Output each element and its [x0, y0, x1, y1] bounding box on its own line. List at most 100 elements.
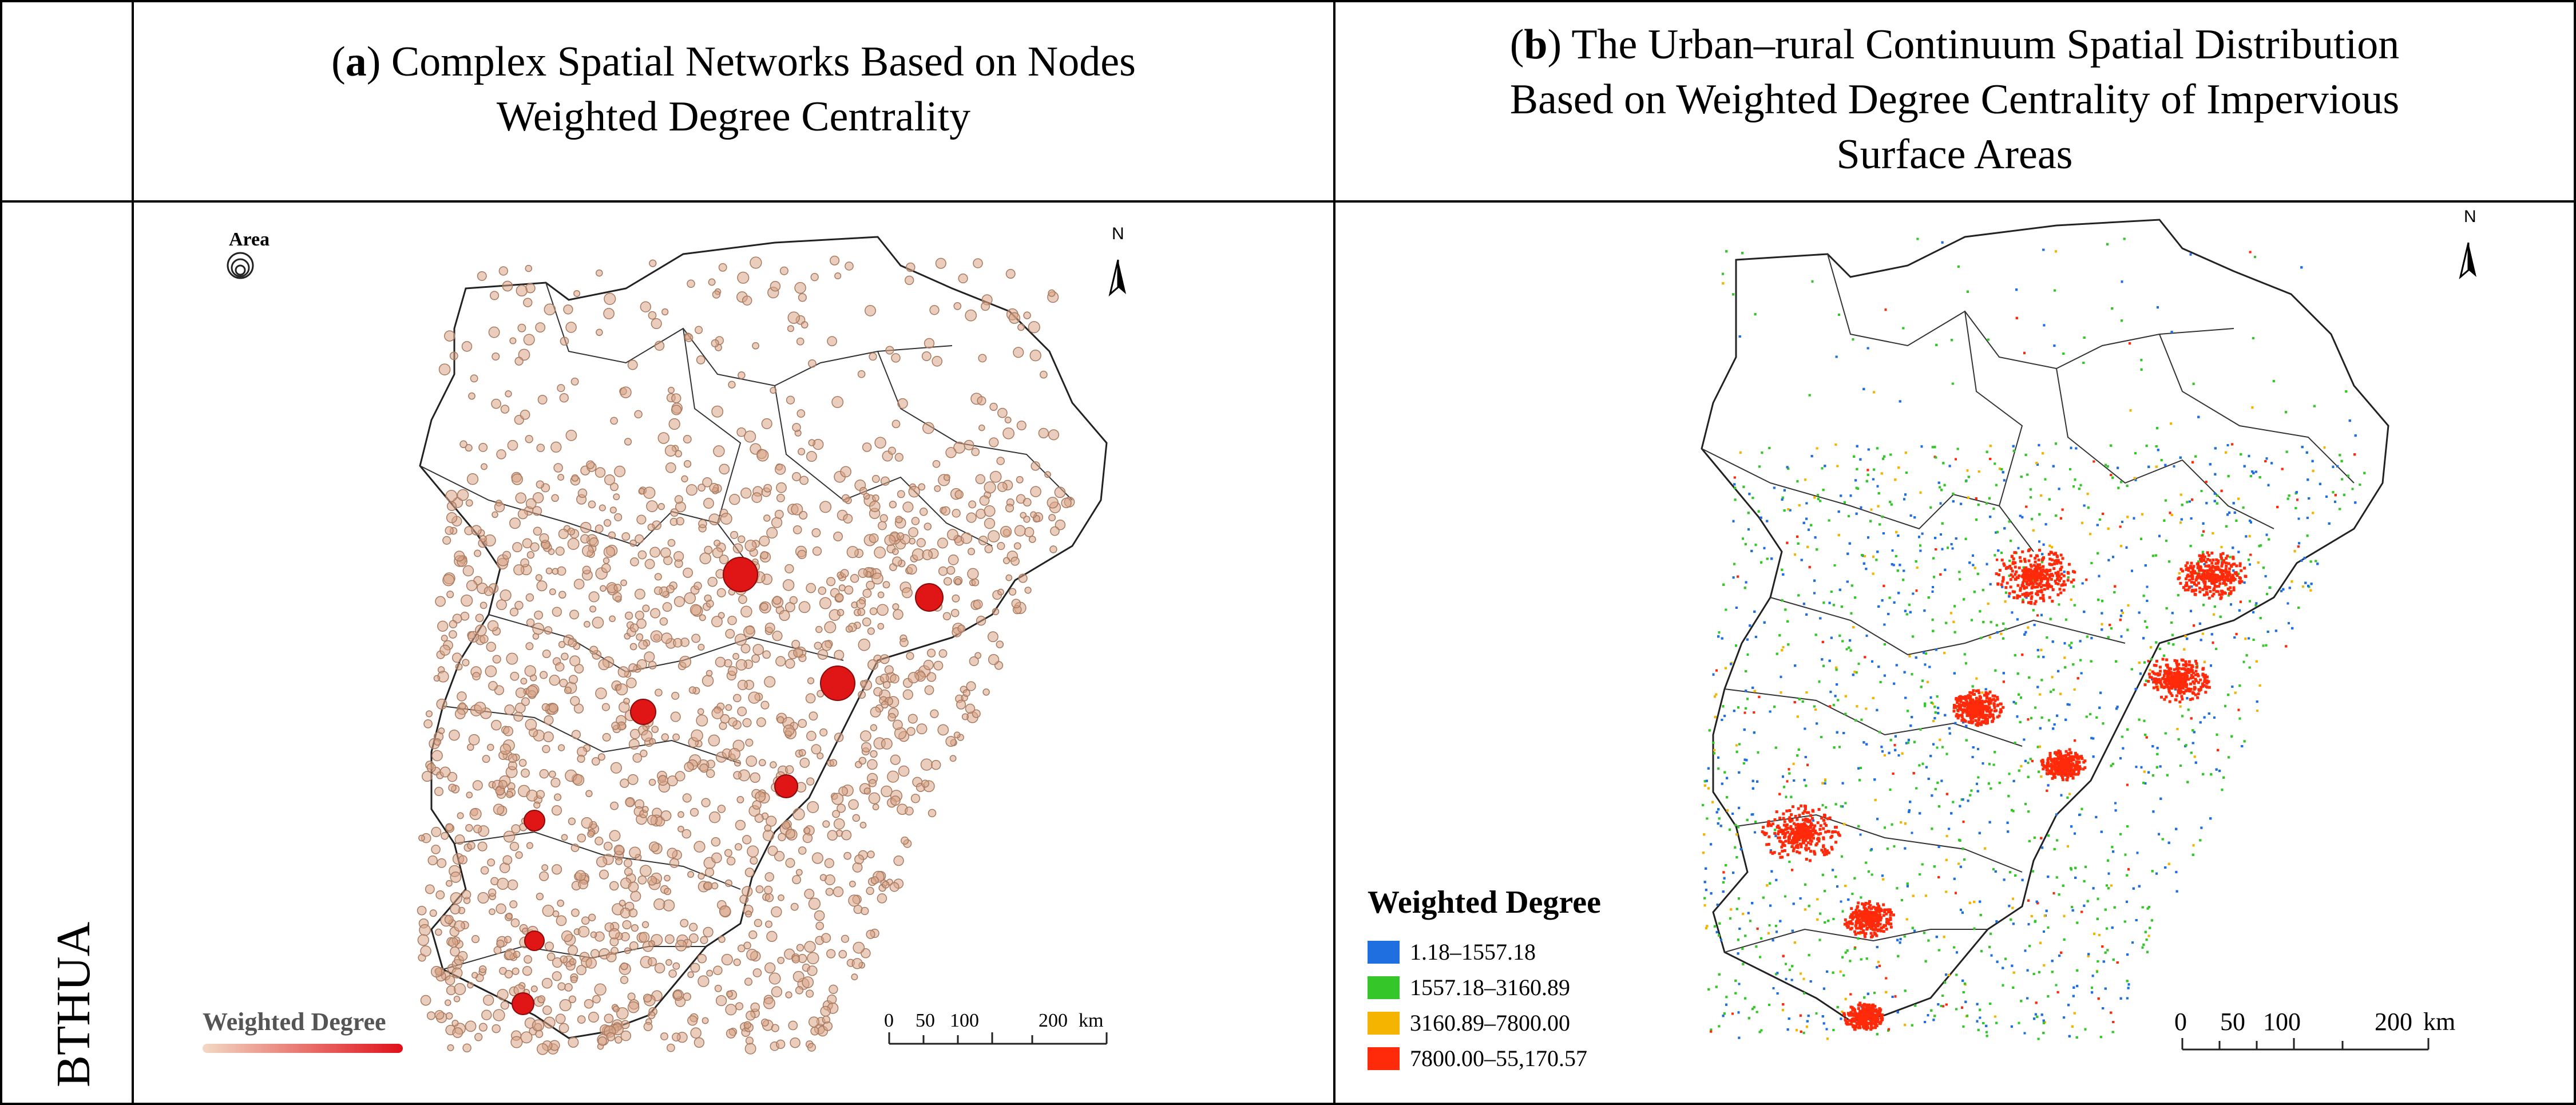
network-node [548, 548, 555, 555]
network-node [989, 437, 999, 447]
network-node [766, 527, 778, 539]
network-node [515, 492, 526, 504]
network-node [496, 939, 505, 948]
network-node [490, 877, 499, 885]
hub-node [524, 810, 545, 831]
impervious-dot [2190, 517, 2193, 520]
network-node [916, 538, 926, 548]
network-node [742, 835, 752, 845]
network-node [437, 620, 449, 632]
network-node [643, 1022, 653, 1031]
network-node [989, 402, 998, 411]
network-node [552, 864, 562, 875]
network-node [906, 727, 916, 736]
network-node [687, 1015, 698, 1026]
network-node [675, 940, 687, 952]
network-node [802, 976, 814, 988]
network-node [843, 851, 851, 860]
network-node [984, 505, 996, 517]
network-node [916, 723, 928, 735]
network-node [764, 885, 773, 894]
network-node [690, 963, 700, 973]
network-node [624, 438, 632, 446]
network-node [891, 353, 901, 363]
network-node [837, 609, 845, 616]
network-node [708, 278, 716, 286]
network-node [679, 656, 692, 668]
network-node [640, 750, 648, 758]
panel-a-hub-nodes [512, 557, 944, 1015]
network-node [445, 490, 458, 502]
network-node [868, 779, 877, 787]
network-node [859, 822, 867, 829]
network-node [735, 819, 746, 831]
network-node [650, 630, 663, 643]
network-node [445, 975, 455, 985]
network-node [429, 909, 437, 917]
network-node [517, 323, 526, 332]
network-node [596, 328, 603, 336]
network-node [649, 738, 656, 745]
network-node [703, 881, 713, 890]
network-node [748, 691, 760, 704]
panel-b-impervious-surface-dots [1702, 237, 2366, 1040]
network-node [861, 906, 869, 916]
network-node [798, 447, 806, 456]
network-node [435, 890, 445, 900]
impervious-dot [2055, 813, 2058, 816]
network-node [552, 568, 559, 575]
network-node [584, 621, 591, 628]
network-node [711, 616, 723, 628]
impervious-dot [1841, 956, 1844, 959]
network-node [882, 680, 891, 689]
impervious-dot [2043, 964, 2046, 967]
network-node [545, 567, 553, 575]
network-node [965, 703, 976, 714]
network-node [601, 563, 611, 573]
network-node [603, 519, 612, 527]
network-node [667, 847, 678, 859]
network-node [467, 743, 474, 751]
network-node [557, 900, 565, 907]
network-node [646, 500, 658, 512]
network-node [760, 1018, 769, 1027]
network-node [628, 663, 637, 672]
network-node [862, 588, 872, 598]
network-node [568, 637, 577, 648]
impervious-dot [1995, 484, 1998, 486]
impervious-dot [2095, 716, 2098, 719]
network-node [454, 983, 466, 995]
network-node [502, 550, 512, 560]
network-node [485, 665, 497, 678]
impervious-dot [1925, 652, 1928, 655]
impervious-dot [2034, 1013, 2037, 1016]
impervious-dot [1860, 718, 1863, 721]
network-node [541, 703, 550, 711]
network-node [462, 1043, 471, 1053]
network-node [488, 681, 498, 691]
network-node [647, 523, 655, 531]
network-node [804, 889, 815, 900]
network-node [720, 512, 732, 525]
impervious-dot [1718, 1025, 1721, 1028]
network-node [961, 713, 969, 720]
impervious-dot [1962, 1025, 1965, 1028]
network-node [510, 918, 520, 928]
impervious-dot [1945, 835, 1948, 838]
network-node [751, 492, 762, 503]
network-node [683, 435, 692, 443]
network-node [568, 995, 577, 1003]
network-node [715, 656, 726, 668]
network-node [641, 806, 649, 813]
network-node [897, 490, 905, 498]
network-node [838, 786, 848, 796]
impervious-dot [1733, 476, 1736, 479]
network-node [911, 517, 920, 525]
network-node [711, 837, 721, 847]
network-node [532, 1019, 545, 1032]
network-node [767, 845, 778, 856]
network-node [620, 1030, 632, 1041]
network-node [477, 841, 488, 851]
network-node [718, 936, 726, 943]
network-node [764, 676, 776, 688]
